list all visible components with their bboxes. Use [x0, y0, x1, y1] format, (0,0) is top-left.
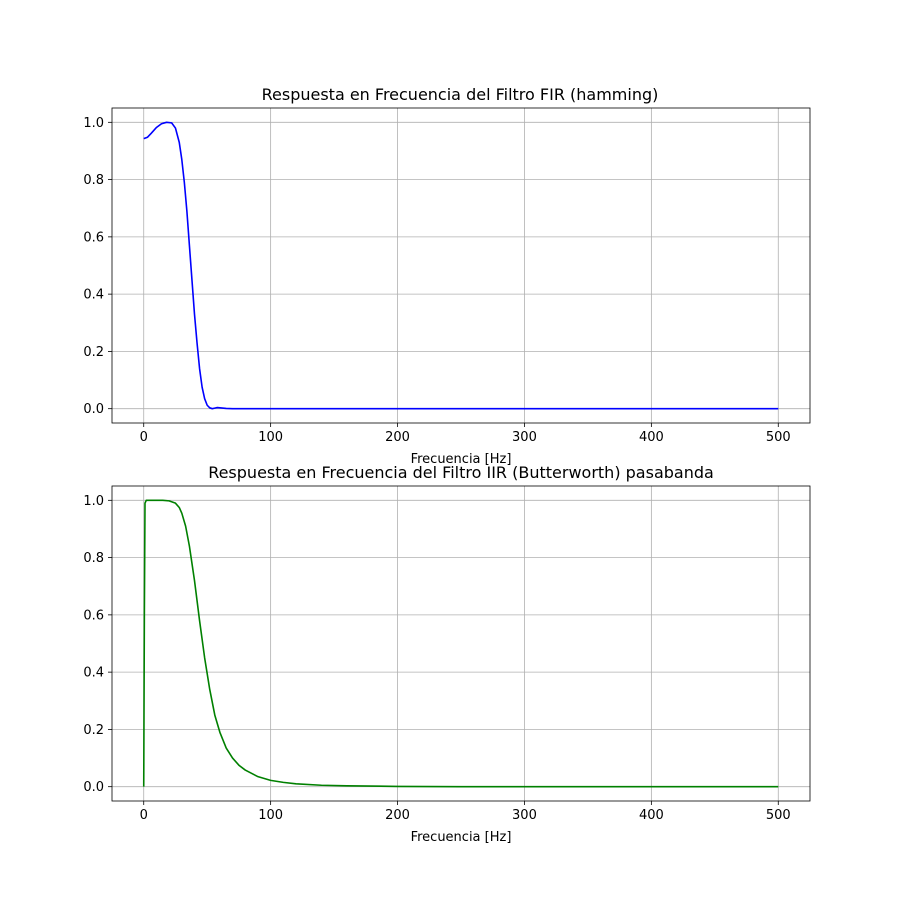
- fir-y-tick-label: 0.6: [83, 230, 104, 245]
- iir-y-tick-label: 0.4: [83, 666, 104, 681]
- fir-response-line: [143, 121, 779, 410]
- iir-chart-title: Respuesta en Frecuencia del Filtro IIR (…: [208, 463, 714, 482]
- iir-response-line: [142, 499, 779, 788]
- iir-y-tick-label: 0.2: [83, 723, 104, 738]
- fir-plot-frame: [111, 107, 811, 424]
- fir-y-tick-label: 0.0: [83, 402, 104, 417]
- iir-x-tick-label: 500: [766, 808, 791, 823]
- fir-chart-title: Respuesta en Frecuencia del Filtro FIR (…: [262, 85, 659, 104]
- fir-chart-panel: Respuesta en Frecuencia del Filtro FIR (…: [83, 85, 811, 467]
- iir-x-tick-label: 0: [140, 808, 148, 823]
- iir-x-tick-label: 100: [258, 808, 283, 823]
- iir-x-axis-label: Frecuencia [Hz]: [411, 830, 512, 845]
- fir-y-tick-label: 1.0: [83, 116, 104, 131]
- fir-ticks: 0 100 200 300 400 500 0.0 0.2 0.4 0.6 0.8 1.0: [83, 116, 790, 445]
- iir-series-group: [142, 499, 779, 788]
- fir-x-tick-label: 400: [639, 430, 664, 445]
- iir-y-tick-label: 0.0: [83, 780, 104, 795]
- iir-y-tick-label: 1.0: [83, 494, 104, 509]
- fir-x-tick-label: 500: [766, 430, 791, 445]
- fir-x-tick-label: 300: [512, 430, 537, 445]
- fir-y-tick-label: 0.8: [83, 173, 104, 188]
- fir-y-tick-label: 0.2: [83, 345, 104, 360]
- fir-series-group: [143, 121, 779, 410]
- iir-ticks: 0 100 200 300 400 500 0.0 0.2 0.4 0.6 0.8 1.0: [83, 494, 790, 823]
- fir-x-tick-label: 200: [385, 430, 410, 445]
- iir-y-tick-label: 0.6: [83, 608, 104, 623]
- iir-x-tick-label: 300: [512, 808, 537, 823]
- iir-x-tick-label: 200: [385, 808, 410, 823]
- fir-grid: [112, 108, 810, 423]
- fir-x-tick-label: 0: [140, 430, 148, 445]
- fir-x-tick-label: 100: [258, 430, 283, 445]
- iir-x-tick-label: 400: [639, 808, 664, 823]
- fir-y-tick-label: 0.4: [83, 288, 104, 303]
- iir-y-tick-label: 0.8: [83, 551, 104, 566]
- iir-plot-frame: [111, 485, 811, 802]
- iir-chart-panel: Respuesta en Frecuencia del Filtro IIR (…: [83, 463, 811, 845]
- fir-x-axis-label: Frecuencia [Hz]: [411, 452, 512, 467]
